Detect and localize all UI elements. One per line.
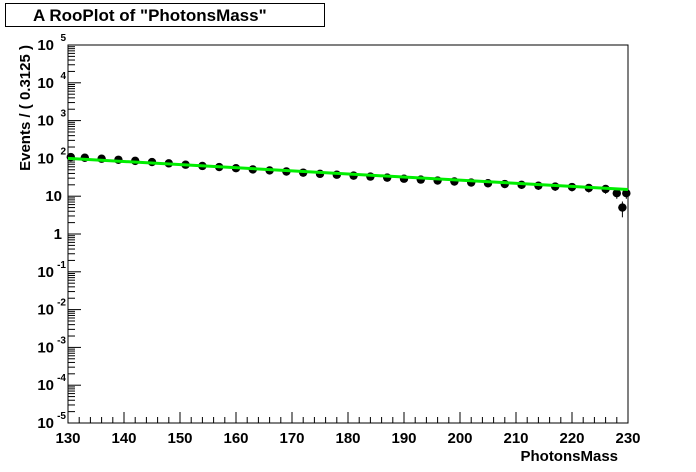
x-tick-label: 180 [335, 430, 360, 447]
x-tick-label: 160 [223, 430, 248, 447]
data-point [612, 189, 621, 198]
y-tick-label: 10 [37, 302, 54, 319]
chart-title-box: A RooPlot of "PhotonsMass" [5, 3, 325, 27]
x-axis: 130 140 150 160 170 180 190 200 210 220 230 [55, 412, 641, 447]
y-tick-label: 1 [54, 226, 62, 243]
y-tick-exponent: 3 [60, 109, 66, 120]
x-tick-label: 150 [167, 430, 192, 447]
y-tick-label: 10 [37, 377, 54, 394]
y-tick-label: 10 [37, 339, 54, 356]
data-point [622, 189, 631, 198]
y-tick-exponent: -3 [57, 335, 66, 346]
x-tick-label: 220 [559, 430, 584, 447]
y-tick-label: 10 [37, 113, 54, 130]
y-tick-label: 10 [37, 264, 54, 281]
data-point [618, 203, 627, 212]
y-tick-exponent: -5 [57, 411, 66, 422]
x-tick-label: 230 [615, 430, 640, 447]
y-tick-label: 10 [45, 188, 62, 205]
y-tick-label: 10 [37, 37, 54, 54]
y-tick-exponent: -1 [57, 260, 66, 271]
chart-title: A RooPlot of "PhotonsMass" [33, 6, 267, 25]
y-tick-label: 10 [37, 415, 54, 432]
x-tick-label: 130 [55, 430, 80, 447]
y-tick-label: 10 [37, 150, 54, 167]
x-tick-label: 140 [111, 430, 136, 447]
y-tick-exponent: 5 [60, 33, 66, 44]
x-tick-label: 170 [279, 430, 304, 447]
y-tick-exponent: -4 [57, 373, 66, 384]
y-tick-exponent: -2 [57, 298, 66, 309]
y-tick-exponent: 4 [60, 71, 66, 82]
x-tick-label: 190 [391, 430, 416, 447]
y-tick-label: 10 [37, 75, 54, 92]
fit-line [67, 156, 629, 192]
y-axis-title: Events / ( 0.3125 ) [17, 45, 34, 171]
y-tick-exponent: 2 [60, 146, 66, 157]
x-tick-label: 200 [447, 430, 472, 447]
x-axis-title: PhotonsMass [520, 448, 618, 465]
x-tick-label: 210 [503, 430, 528, 447]
fit-curve [67, 156, 629, 192]
plot-frame [67, 44, 629, 424]
